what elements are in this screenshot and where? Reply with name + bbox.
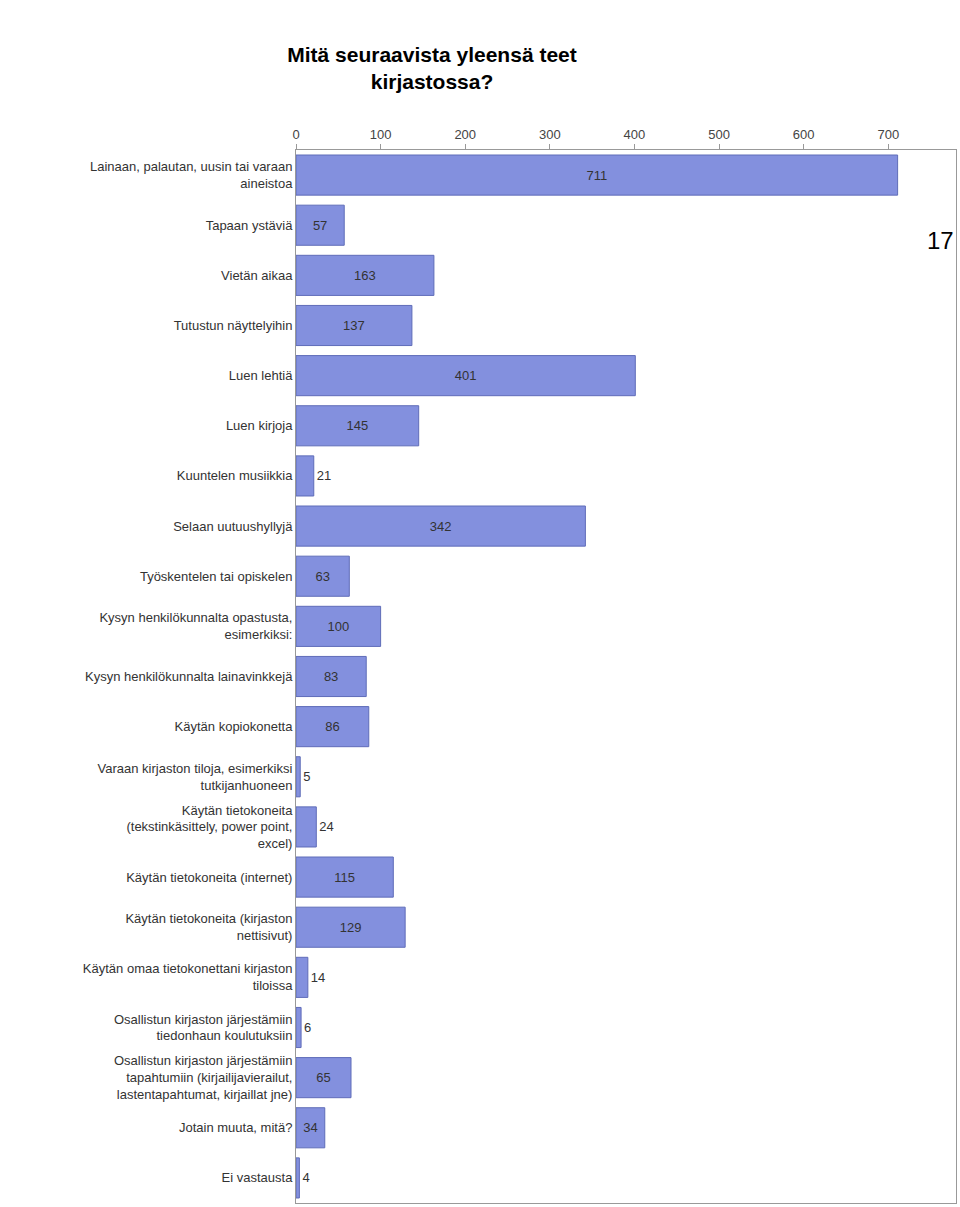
svg-text:Käytän tietokoneita (internet): Käytän tietokoneita (internet) bbox=[126, 870, 292, 885]
svg-text:Käytän tietokoneita (kirjaston: Käytän tietokoneita (kirjastonnettisivut… bbox=[125, 911, 292, 943]
svg-text:137: 137 bbox=[343, 318, 365, 333]
svg-text:Käytän omaa tietokonettani kir: Käytän omaa tietokonettani kirjastontilo… bbox=[83, 961, 293, 993]
svg-text:Luen kirjoja: Luen kirjoja bbox=[226, 418, 293, 433]
svg-text:63: 63 bbox=[315, 569, 329, 584]
svg-text:Käytän kopiokonetta: Käytän kopiokonetta bbox=[175, 719, 294, 734]
svg-text:86: 86 bbox=[325, 719, 339, 734]
svg-text:100: 100 bbox=[327, 619, 349, 634]
svg-text:Tapaan ystäviä: Tapaan ystäviä bbox=[206, 218, 293, 233]
svg-text:Käytän tietokoneita(tekstinkäs: Käytän tietokoneita(tekstinkäsittely, po… bbox=[126, 803, 293, 852]
svg-text:115: 115 bbox=[334, 870, 355, 885]
svg-text:Tutustun näyttelyihin: Tutustun näyttelyihin bbox=[174, 318, 293, 333]
svg-text:163: 163 bbox=[354, 268, 376, 283]
svg-text:83: 83 bbox=[324, 669, 338, 684]
svg-text:17: 17 bbox=[927, 227, 954, 254]
svg-text:700: 700 bbox=[877, 127, 899, 142]
svg-text:Lainaan, palautan, uusin tai v: Lainaan, palautan, uusin tai varaanainei… bbox=[90, 159, 293, 191]
svg-text:Kuuntelen musiikkia: Kuuntelen musiikkia bbox=[177, 468, 293, 483]
svg-text:Vietän aikaa: Vietän aikaa bbox=[221, 268, 293, 283]
svg-text:200: 200 bbox=[454, 127, 476, 142]
svg-text:0: 0 bbox=[292, 127, 299, 142]
svg-text:5: 5 bbox=[303, 769, 310, 784]
svg-text:Kysyn henkilökunnalta lainavin: Kysyn henkilökunnalta lainavinkkejä bbox=[85, 669, 293, 684]
svg-text:Osallistun kirjaston järjestäm: Osallistun kirjaston järjestämiintiedonh… bbox=[114, 1012, 292, 1044]
svg-text:400: 400 bbox=[624, 127, 646, 142]
svg-text:500: 500 bbox=[708, 127, 730, 142]
svg-text:Selaan uutuushyllyjä: Selaan uutuushyllyjä bbox=[173, 519, 293, 534]
svg-text:600: 600 bbox=[793, 127, 815, 142]
svg-text:Luen lehtiä: Luen lehtiä bbox=[229, 368, 293, 383]
svg-text:6: 6 bbox=[304, 1020, 311, 1035]
svg-text:401: 401 bbox=[455, 368, 477, 383]
svg-text:145: 145 bbox=[346, 418, 368, 433]
svg-text:129: 129 bbox=[340, 920, 362, 935]
svg-text:Mitä seuraavista yleensä teetk: Mitä seuraavista yleensä teetkirjastossa… bbox=[287, 43, 577, 93]
svg-text:Ei vastausta: Ei vastausta bbox=[222, 1170, 294, 1185]
svg-text:Jotain muuta, mitä?: Jotain muuta, mitä? bbox=[179, 1120, 292, 1135]
svg-text:65: 65 bbox=[316, 1070, 330, 1085]
svg-text:57: 57 bbox=[313, 218, 327, 233]
svg-text:300: 300 bbox=[539, 127, 561, 142]
svg-text:24: 24 bbox=[319, 819, 333, 834]
svg-text:4: 4 bbox=[302, 1170, 309, 1185]
svg-text:100: 100 bbox=[370, 127, 392, 142]
svg-text:Osallistun kirjaston järjestäm: Osallistun kirjaston järjestämiintapahtu… bbox=[114, 1053, 292, 1102]
svg-text:711: 711 bbox=[586, 168, 607, 183]
svg-text:21: 21 bbox=[317, 468, 331, 483]
svg-text:34: 34 bbox=[303, 1120, 317, 1135]
svg-text:Varaan kirjaston tiloja, esime: Varaan kirjaston tiloja, esimerkiksitutk… bbox=[98, 761, 293, 793]
svg-text:342: 342 bbox=[430, 519, 452, 534]
svg-text:Kysyn henkilökunnalta opastust: Kysyn henkilökunnalta opastusta,esimerki… bbox=[99, 610, 292, 642]
svg-text:Työskentelen tai opiskelen: Työskentelen tai opiskelen bbox=[140, 569, 292, 584]
svg-text:14: 14 bbox=[311, 970, 325, 985]
